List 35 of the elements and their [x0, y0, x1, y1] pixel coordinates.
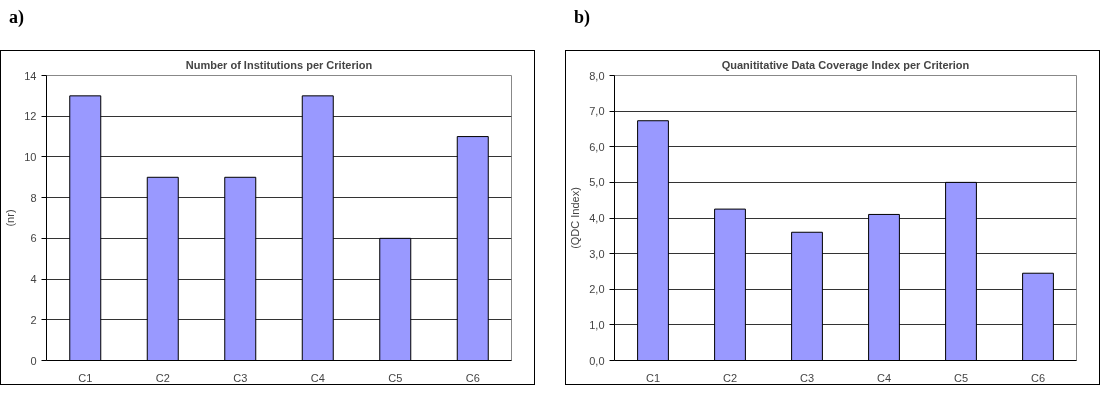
x-tick-label: C5 [388, 371, 403, 384]
x-tick-label: C6 [465, 371, 480, 384]
y-tick-label: 8 [30, 191, 37, 204]
y-tick-label: 4 [30, 273, 37, 286]
text: b) [574, 6, 591, 29]
y-tick-label: 7,0 [589, 105, 605, 118]
y-tick-label: 0 [30, 354, 37, 367]
y-tick-label: 4,0 [589, 212, 605, 224]
chart-title: Quanititative Data Coverage Index per Criterion [721, 58, 970, 71]
y-tick-label: 5,0 [589, 176, 605, 189]
y-tick-label: 2,0 [589, 283, 605, 296]
x-tick-label: C2 [722, 371, 738, 384]
x-tick-label: C3 [799, 371, 815, 384]
y-tick-label: 1,0 [589, 318, 605, 331]
y-tick-label: 8,0 [589, 69, 605, 82]
x-tick-label: C4 [876, 371, 892, 384]
x-tick-label: C1 [645, 371, 661, 384]
x-tick-label: C1 [78, 371, 93, 384]
y-tick-label: 14 [24, 69, 37, 82]
x-tick-label: C6 [1030, 371, 1046, 384]
chart-title: Number of Institutions per Criterion [185, 58, 373, 71]
x-tick-label: C4 [310, 371, 325, 384]
x-tick-label: C5 [953, 371, 969, 384]
text: a) [9, 6, 24, 29]
y-tick-label: 10 [24, 150, 37, 163]
y-tick-label: 6 [30, 232, 37, 245]
y-tick-label: 0,0 [589, 354, 605, 367]
y-axis-title: (nr) [4, 209, 17, 227]
x-tick-label: C2 [155, 371, 170, 384]
y-tick-label: 2 [30, 313, 37, 326]
y-tick-label: 6,0 [589, 140, 605, 153]
y-axis-title: (QDC Index) [569, 187, 582, 249]
y-tick-label: 3,0 [589, 247, 605, 260]
x-tick-label: C3 [233, 371, 248, 384]
y-tick-label: 12 [24, 110, 37, 123]
